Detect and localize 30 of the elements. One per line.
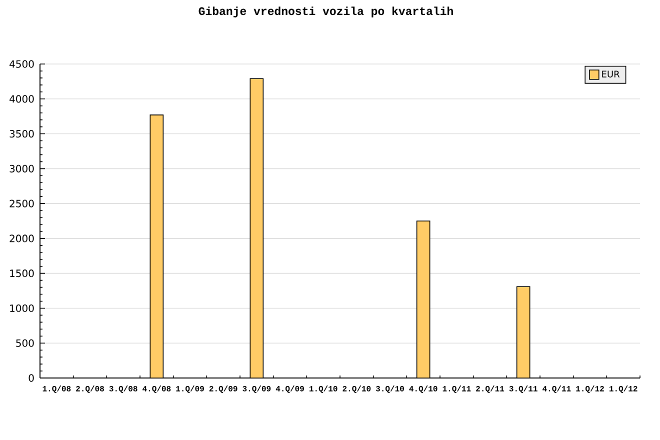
x-tick-label: 3.Q/08 [109, 386, 138, 393]
x-tick-label: 1.Q/10 [309, 386, 338, 393]
y-tick-label: 2000 [10, 234, 34, 242]
y-tick-label: 4000 [10, 95, 34, 103]
x-tick-label: 3.Q/09 [242, 386, 271, 393]
x-tick-label: 1.Q/11 [442, 386, 471, 393]
x-tick-label: 1.Q/12 [576, 386, 604, 393]
x-tick-label: 1.Q/08 [42, 386, 71, 393]
y-tick-label: 0 [28, 374, 34, 382]
y-tick-label: 500 [16, 339, 34, 347]
y-tick-label: 3500 [10, 130, 34, 138]
y-tick-label: 1500 [10, 270, 34, 278]
x-tick-label: 2.Q/11 [476, 386, 504, 393]
x-tick-label: 4.Q/09 [276, 386, 304, 393]
x-tick-label: 4.Q/10 [409, 386, 438, 393]
x-tick-label: 2.Q/09 [209, 386, 238, 393]
x-tick-label: 3.Q/10 [376, 386, 404, 393]
x-tick-label: 1.Q/09 [176, 386, 204, 393]
x-tick-label: 2.Q/10 [342, 386, 371, 393]
x-tick-label: 4.Q/11 [542, 386, 571, 393]
legend-label: EUR [602, 70, 620, 78]
x-tick-label: 2.Q/08 [76, 386, 104, 393]
y-tick-label: 3000 [10, 164, 34, 172]
x-tick-label: 1.Q/12 [609, 386, 638, 393]
x-tick-label: 4.Q/08 [142, 386, 171, 393]
y-tick-label: 2500 [10, 200, 34, 208]
chart-title: Gibanje vrednosti vozila po kvartalih [198, 6, 453, 18]
x-tick-label: 3.Q/11 [509, 386, 538, 393]
y-tick-label: 4500 [10, 60, 34, 68]
y-tick-label: 1000 [10, 304, 34, 312]
